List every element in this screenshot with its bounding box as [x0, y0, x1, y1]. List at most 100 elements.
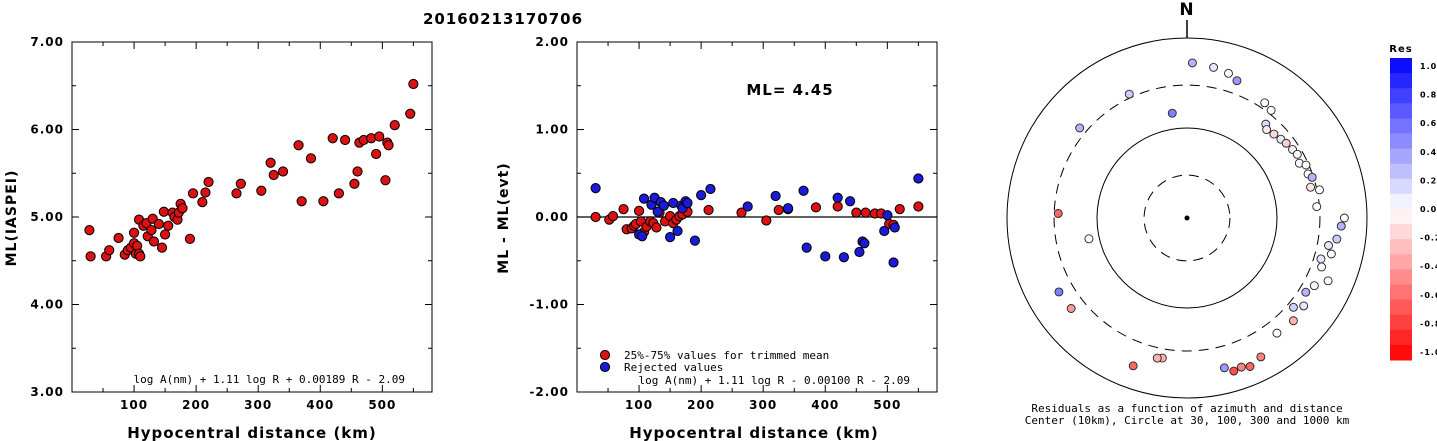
- data-point: [293, 140, 304, 151]
- data-point: [235, 178, 246, 189]
- data-point: [318, 196, 329, 207]
- data-point: [383, 140, 394, 151]
- station-point: [1229, 366, 1239, 376]
- station-point: [1219, 363, 1229, 373]
- data-point: [135, 251, 146, 262]
- data-point: [651, 222, 662, 233]
- legend-marker-rejected: [599, 361, 611, 373]
- x-tick-label: 200: [687, 398, 715, 412]
- legend-label-rejected: Rejected values: [624, 361, 723, 374]
- rejected-point: [838, 252, 849, 263]
- colorbar-tick-label: 0.2: [1420, 176, 1437, 185]
- colorbar-segment: [1390, 118, 1412, 134]
- data-point: [160, 229, 171, 240]
- plot-frame: [71, 41, 433, 393]
- station-point: [1336, 221, 1346, 231]
- data-point: [187, 188, 199, 199]
- station-point: [1269, 129, 1279, 139]
- station-point: [1324, 241, 1333, 250]
- station-point: [1054, 287, 1064, 297]
- data-point: [618, 204, 629, 215]
- rejected-point: [638, 193, 650, 204]
- data-point: [128, 227, 140, 238]
- station-point: [1152, 353, 1162, 363]
- data-point: [810, 202, 822, 213]
- data-point: [163, 220, 174, 231]
- station-point: [1084, 234, 1094, 244]
- rejected-point: [889, 222, 900, 233]
- data-point: [156, 242, 168, 253]
- data-point: [200, 187, 211, 198]
- data-point: [268, 169, 279, 181]
- station-point: [1309, 281, 1319, 291]
- data-point: [894, 204, 905, 215]
- colorbar-tick-label: 0.8: [1420, 91, 1437, 100]
- rejected-point: [689, 235, 701, 246]
- distance-ring: [1006, 37, 1368, 399]
- rejected-point: [854, 246, 865, 258]
- p2-xlabel: Hypocentral distance (km): [629, 424, 879, 441]
- data-point: [633, 205, 645, 216]
- y-tick-label: -1.00: [529, 298, 569, 312]
- x-tick-label: 100: [120, 398, 148, 412]
- y-tick-label: 5.00: [30, 210, 64, 224]
- y-tick-label: 4.00: [30, 298, 64, 312]
- x-tick-label: 400: [811, 398, 839, 412]
- distance-ring: [1053, 84, 1321, 352]
- colorbar-tick-label: 1.0: [1420, 62, 1437, 71]
- station-point: [1289, 302, 1298, 312]
- station-point: [1066, 304, 1076, 313]
- data-point: [277, 166, 289, 177]
- station-point: [1292, 149, 1302, 159]
- rejected-point: [798, 185, 809, 196]
- station-point: [1323, 276, 1333, 286]
- station-point: [1266, 105, 1276, 115]
- data-point: [389, 120, 400, 131]
- colorbar-segment: [1390, 88, 1412, 104]
- magnitude-vs-distance-plot: 100 200 300 400 500 3.00 4.00 5.00 6.00 7.00: [30, 35, 433, 412]
- station-point: [1339, 213, 1349, 223]
- data-point: [265, 157, 276, 168]
- p1-ylabel: ML(IASPEI): [4, 170, 20, 267]
- legend-marker-trimmed: [599, 349, 611, 361]
- data-point: [773, 204, 784, 216]
- colorbar-tick-label: -0.4: [1420, 262, 1437, 271]
- data-point: [607, 211, 619, 222]
- data-point: [761, 215, 772, 226]
- colorbar-tick-label: -0.6: [1420, 291, 1437, 300]
- distance-ring: [1096, 127, 1278, 309]
- station-point: [1053, 209, 1063, 218]
- station-point: [1316, 254, 1326, 264]
- data-point: [832, 201, 843, 212]
- rejected-point: [705, 183, 716, 195]
- rejected-point: [652, 206, 663, 217]
- colorbar-segment: [1390, 254, 1412, 270]
- data-point: [374, 131, 385, 142]
- y-tick-label: 2.00: [535, 35, 569, 49]
- x-tick-label: 300: [244, 398, 272, 412]
- station-point: [1288, 316, 1298, 326]
- rejected-point: [770, 190, 781, 202]
- station-point: [1075, 123, 1085, 133]
- polar-caption-line2: Center (10km), Circle at 30, 100, 300 an…: [1025, 414, 1350, 427]
- data-point: [860, 207, 871, 218]
- figure-title: 20160213170706: [423, 10, 583, 28]
- data-point: [158, 206, 169, 217]
- y-tick-label: -2.00: [529, 385, 569, 399]
- residual-vs-distance-plot: 100 200 300 400 500 -2.00 -1.00 0.00 1.00 2.00: [529, 35, 938, 412]
- station-point: [1306, 182, 1316, 192]
- station-point: [1232, 76, 1242, 86]
- colorbar-segment: [1390, 284, 1412, 301]
- x-tick-label: 500: [873, 398, 901, 412]
- colorbar-tick-label: 0.4: [1420, 148, 1437, 157]
- data-point: [84, 225, 95, 236]
- rejected-point: [696, 190, 707, 201]
- rejected-point: [742, 201, 753, 212]
- station-point: [1326, 249, 1336, 259]
- rejected-point: [820, 251, 831, 262]
- station-point: [1256, 352, 1266, 362]
- azimuth-distance-polar-plot: [1006, 20, 1368, 399]
- rejected-point: [859, 238, 870, 249]
- data-point: [177, 203, 188, 214]
- station-point: [1301, 160, 1311, 170]
